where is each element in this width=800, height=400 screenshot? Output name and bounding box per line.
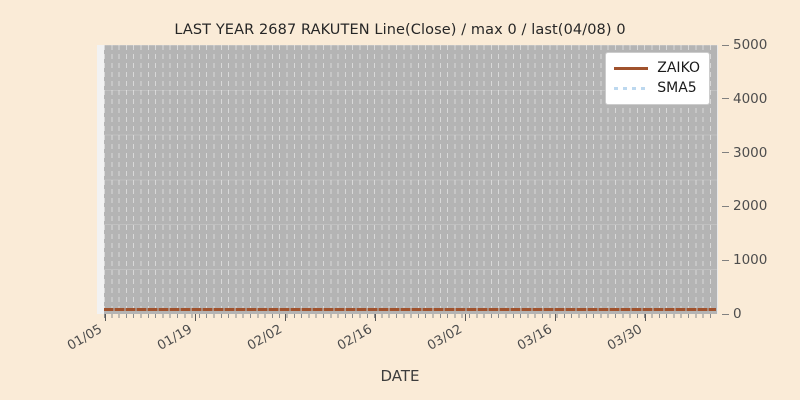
x-axis-major-tick <box>105 314 107 321</box>
x-axis-label: DATE <box>380 367 420 385</box>
x-axis-tick-label: 03/02 <box>425 322 465 354</box>
x-axis-tick-label: 01/05 <box>65 322 105 354</box>
y-axis-tick-label: 3000 <box>733 144 768 161</box>
x-axis-major-tick <box>645 314 647 321</box>
y-axis-tick-1000: 1000 <box>722 252 767 268</box>
legend-swatch-sma5-icon <box>614 82 649 94</box>
x-axis-ticks <box>97 314 718 321</box>
y-axis-tick-label: 4000 <box>733 90 768 107</box>
x-axis-tick-label: 02/02 <box>245 322 285 354</box>
x-axis-minor-ticks <box>104 314 717 318</box>
x-axis-tick-label: 02/16 <box>335 322 375 354</box>
y-axis-tick-label: 5000 <box>733 37 768 53</box>
x-axis-major-tick <box>555 314 557 321</box>
plot-area: ZAIKO SMA5 <box>97 45 718 314</box>
series-line-zaiko <box>104 308 716 311</box>
y-axis-tick-2000: 2000 <box>722 198 767 214</box>
y-axis-tick-label: 2000 <box>733 198 768 215</box>
x-axis-major-tick <box>195 314 197 321</box>
legend-label-zaiko: ZAIKO <box>657 60 700 76</box>
x-axis-tick-label: 01/19 <box>155 322 195 354</box>
legend-item-zaiko[interactable]: ZAIKO <box>614 58 700 78</box>
x-axis-tick-label: 03/16 <box>515 322 555 354</box>
legend-swatch-zaiko-icon <box>614 62 649 74</box>
legend-item-sma5[interactable]: SMA5 <box>614 78 700 98</box>
x-axis-major-tick <box>375 314 377 321</box>
legend-label-sma5: SMA5 <box>657 80 697 96</box>
y-axis-tick-0: 0 <box>722 306 742 322</box>
chart-legend[interactable]: ZAIKO SMA5 <box>605 52 710 105</box>
x-axis-major-tick <box>465 314 467 321</box>
x-axis-major-tick <box>285 314 287 321</box>
y-axis-tick-5000: 5000 <box>722 37 767 53</box>
x-axis-tick-label: 03/30 <box>605 322 645 354</box>
chart-title: LAST YEAR 2687 RAKUTEN Line(Close) / max… <box>174 22 626 38</box>
y-axis-tick-4000: 4000 <box>722 91 767 107</box>
y-axis-tick-3000: 3000 <box>722 145 767 161</box>
y-axis-tick-label: 0 <box>733 306 742 322</box>
y-axis-label-holder: IPPAN ZAIKO (volume) <box>78 45 132 314</box>
y-axis-tick-label: 1000 <box>733 252 768 269</box>
